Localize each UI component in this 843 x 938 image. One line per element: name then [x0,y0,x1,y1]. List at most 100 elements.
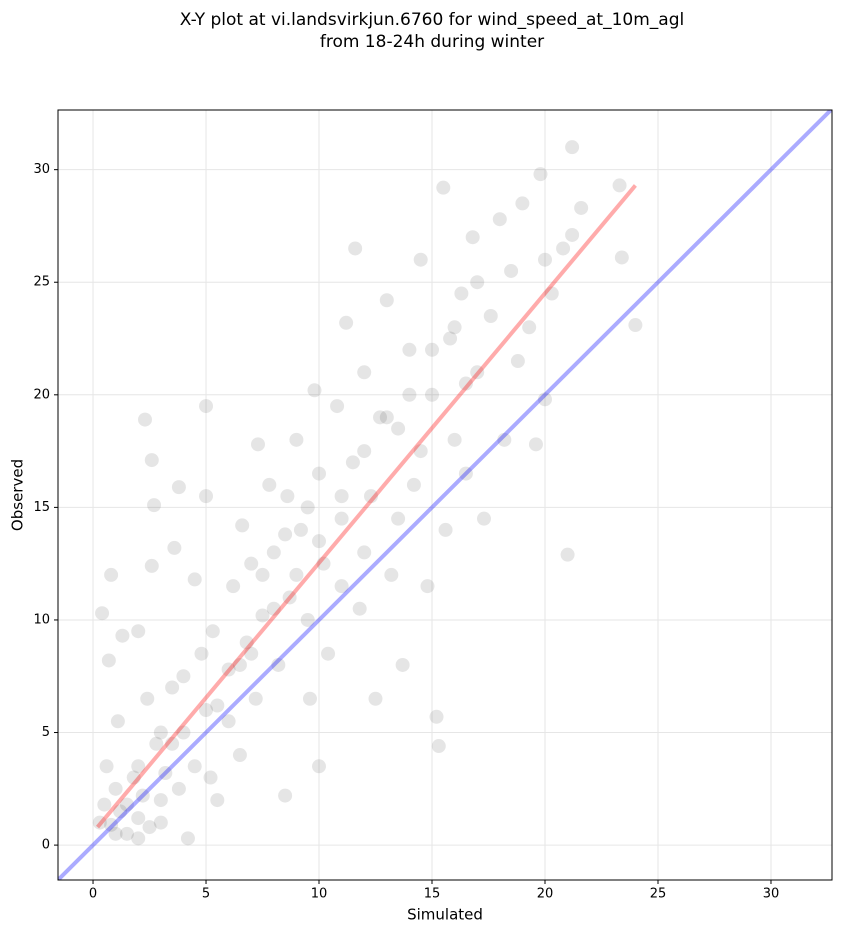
point [402,387,417,402]
plot-frame [57,109,833,881]
point [205,624,220,639]
point [153,793,168,808]
point [373,410,388,425]
y-tick-label: 15 [33,500,50,515]
point [203,770,218,785]
point [544,286,559,301]
point [171,781,186,796]
point [108,826,123,841]
point [167,540,182,555]
point [307,383,322,398]
point [289,567,304,582]
point [97,797,112,812]
point [210,793,225,808]
point [113,804,128,819]
point [447,432,462,447]
point [330,399,345,414]
point [402,342,417,357]
point [492,212,507,227]
point [379,293,394,308]
point [565,140,580,155]
point [171,480,186,495]
point [312,759,327,774]
point [119,797,134,812]
point [115,628,130,643]
point [300,500,315,515]
y-tick-label: 20 [33,387,50,402]
point [334,579,349,594]
point [293,522,308,537]
point [510,354,525,369]
point [187,572,202,587]
point [537,392,552,407]
point [560,547,575,562]
point [470,275,485,290]
point [138,412,153,427]
point [443,331,458,346]
point [391,511,406,526]
point [210,698,225,713]
point [321,646,336,661]
point [425,387,440,402]
y-tick-label: 0 [42,838,50,853]
point [379,410,394,425]
point [438,522,453,537]
point [271,657,286,672]
point [131,759,146,774]
x-tick-label: 15 [424,887,441,902]
point [425,342,440,357]
point [153,815,168,830]
point [497,432,512,447]
point [104,567,119,582]
point [363,489,378,504]
point [368,691,383,706]
point [199,489,214,504]
point [352,601,367,616]
point [255,608,270,623]
point [144,453,159,468]
point [522,320,537,335]
reference-line [58,110,832,880]
point [126,770,141,785]
point [235,518,250,533]
point [339,315,354,330]
point [384,567,399,582]
point [250,437,265,452]
point [470,365,485,380]
point [199,399,214,414]
x-tick-label: 0 [89,887,97,902]
point [431,739,446,754]
point [149,736,164,751]
reference-line [96,184,637,829]
point [345,455,360,470]
point [515,196,530,211]
y-axis-label: Observed [9,459,27,531]
point [282,590,297,605]
point [504,263,519,278]
point [165,736,180,751]
chart-subtitle: from 18-24h during winter [320,32,544,52]
point [244,556,259,571]
x-tick-label: 25 [650,887,667,902]
point [289,432,304,447]
point [312,466,327,481]
point [95,606,110,621]
point [348,241,363,256]
point [454,286,469,301]
point [248,691,263,706]
point [158,766,173,781]
point [266,545,281,560]
point [300,612,315,627]
point [142,820,157,835]
point [165,680,180,695]
point [556,241,571,256]
y-tick-label: 30 [33,162,50,177]
point [131,624,146,639]
point [612,178,627,193]
point [458,466,473,481]
point [436,180,451,195]
point [537,252,552,267]
point [413,252,428,267]
point [357,444,372,459]
